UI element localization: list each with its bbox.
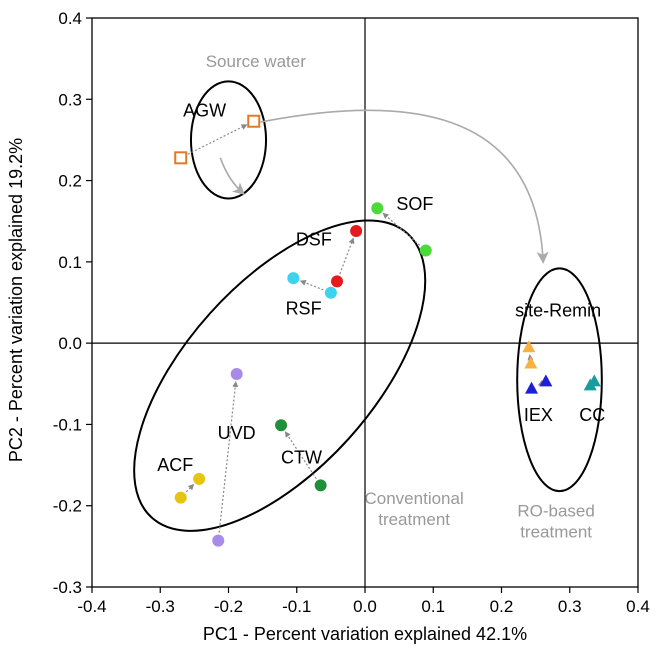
marker-dsf <box>350 224 363 237</box>
marker-sof <box>419 244 432 257</box>
x-tick-label: -0.3 <box>146 597 175 616</box>
arrow-dsf <box>339 237 355 275</box>
label-cc: CC <box>579 405 605 425</box>
x-tick-label: 0.2 <box>490 597 514 616</box>
marker-iex <box>525 381 539 394</box>
marker-rsf <box>324 286 337 299</box>
label-ctw: CTW <box>281 447 322 467</box>
arrow-sof <box>382 212 421 246</box>
x-tick-label: 0.4 <box>626 597 650 616</box>
marker-iex <box>539 374 553 387</box>
x-tick-label: 0.3 <box>558 597 582 616</box>
marker-site-remin <box>524 356 538 369</box>
y-tick-label: -0.1 <box>53 415 82 434</box>
marker-cc <box>587 374 601 387</box>
marker-uvd <box>230 368 243 381</box>
marker-acf <box>193 472 206 485</box>
marker-site-remin <box>522 340 536 353</box>
marker-agw <box>174 151 188 165</box>
arrow-rsf <box>299 280 324 291</box>
arrow-to-conventional <box>219 157 246 195</box>
x-tick-label: -0.4 <box>77 597 106 616</box>
label-rsf: RSF <box>286 299 322 319</box>
marker-ctw <box>275 419 288 432</box>
x-tick-label: -0.1 <box>282 597 311 616</box>
label-dsf: DSF <box>296 230 332 250</box>
ro-based-ellipse <box>516 267 603 493</box>
conventional-ellipse <box>133 219 427 532</box>
label-uvd: UVD <box>218 423 256 443</box>
x-tick-label: -0.2 <box>214 597 243 616</box>
y-tick-label: 0.0 <box>58 334 82 353</box>
source-water-circle <box>189 80 268 200</box>
marker-sof <box>371 202 384 215</box>
marker-rsf <box>287 272 300 285</box>
marker-uvd <box>212 534 225 547</box>
y-tick-label: -0.2 <box>53 497 82 516</box>
ro-based-treatment-label: RO-based treatment <box>517 501 594 541</box>
x-tick-label: 0.1 <box>421 597 445 616</box>
label-acf: ACF <box>157 455 193 475</box>
arrow-to-ro-based <box>260 109 549 264</box>
y-tick-label: -0.3 <box>53 578 82 597</box>
arrow-ctw <box>284 431 317 480</box>
label-agw: AGW <box>183 100 226 120</box>
marker-acf <box>174 491 187 504</box>
y-tick-label: 0.4 <box>58 9 82 28</box>
y-tick-label: 0.3 <box>58 90 82 109</box>
conventional-treatment-label: Conventional treatment <box>365 489 464 529</box>
y-tick-label: 0.2 <box>58 172 82 191</box>
arrow-acf <box>185 483 195 493</box>
x-axis-label: PC1 - Percent variation explained 42.1% <box>203 624 527 644</box>
arrow-agw <box>187 124 248 155</box>
source-water-label: Source water <box>206 52 306 71</box>
marker-dsf <box>331 275 344 288</box>
marker-agw <box>247 114 261 128</box>
x-tick-label: 0.0 <box>353 597 377 616</box>
label-site-remin: site-Remin <box>515 300 601 320</box>
arrow-uvd <box>218 380 239 533</box>
label-sof: SOF <box>396 194 433 214</box>
marker-ctw <box>314 479 327 492</box>
label-iex: IEX <box>524 405 553 425</box>
y-axis-label: PC2 - Percent variation explained 19.2% <box>6 138 26 462</box>
y-tick-label: 0.1 <box>58 253 82 272</box>
